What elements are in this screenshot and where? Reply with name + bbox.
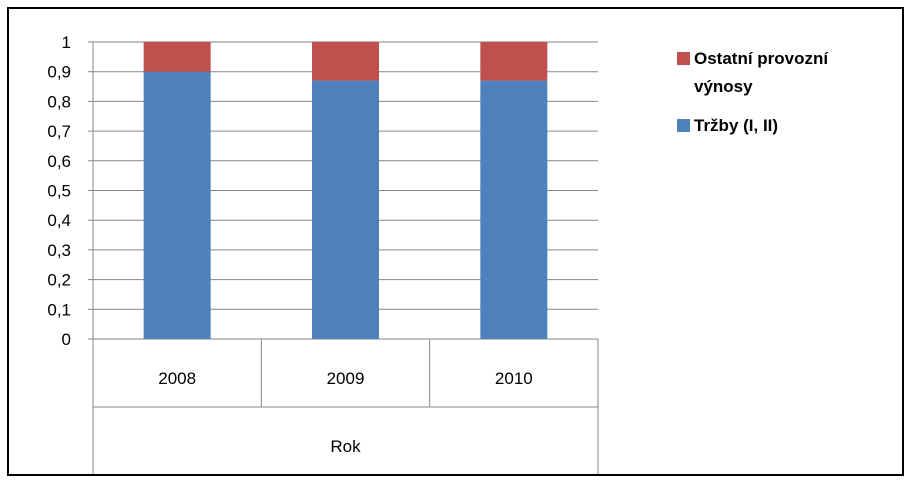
y-tick-label: 0,1 <box>47 300 71 319</box>
legend-label: Tržby (I, II) <box>694 116 778 135</box>
x-group-label: Rok <box>330 437 361 456</box>
bar-2009-tr-by-i-ii- <box>312 80 379 340</box>
legend-label: Ostatní provozní <box>694 49 829 68</box>
y-tick-label: 0,4 <box>47 211 71 230</box>
y-tick-label: 0,3 <box>47 241 71 260</box>
y-tick-label: 0 <box>62 330 71 349</box>
y-tick-label: 0,9 <box>47 63 71 82</box>
bars <box>143 42 548 340</box>
y-tick-label: 0,7 <box>47 122 71 141</box>
legend: Ostatní provozní výnosy Tržby (I, II) <box>677 49 829 135</box>
legend-label: výnosy <box>694 77 753 96</box>
y-tick-label: 0,2 <box>47 271 71 290</box>
y-tick-label: 0,6 <box>47 152 71 171</box>
bar-2009-ostatn-provozn-v-nosy <box>312 42 379 81</box>
axis-labels: 0 0,1 0,2 0,3 0,4 0,5 0,6 0,7 0,8 0,9 1 2008 2009 201… <box>47 33 532 456</box>
legend-swatch <box>677 52 690 65</box>
bar-2010-tr-by-i-ii- <box>480 80 548 340</box>
y-tick-label: 1 <box>62 33 71 52</box>
x-category-label: 2008 <box>158 369 196 388</box>
x-category-label: 2009 <box>327 369 365 388</box>
legend-swatch <box>677 119 690 132</box>
bar-2008-ostatn-provozn-v-nosy <box>143 42 211 72</box>
y-tick-label: 0,8 <box>47 92 71 111</box>
bar-2008-tr-by-i-ii- <box>143 71 211 339</box>
bar-2010-ostatn-provozn-v-nosy <box>480 42 548 81</box>
x-category-label: 2010 <box>495 369 533 388</box>
y-tick-label: 0,5 <box>47 182 71 201</box>
